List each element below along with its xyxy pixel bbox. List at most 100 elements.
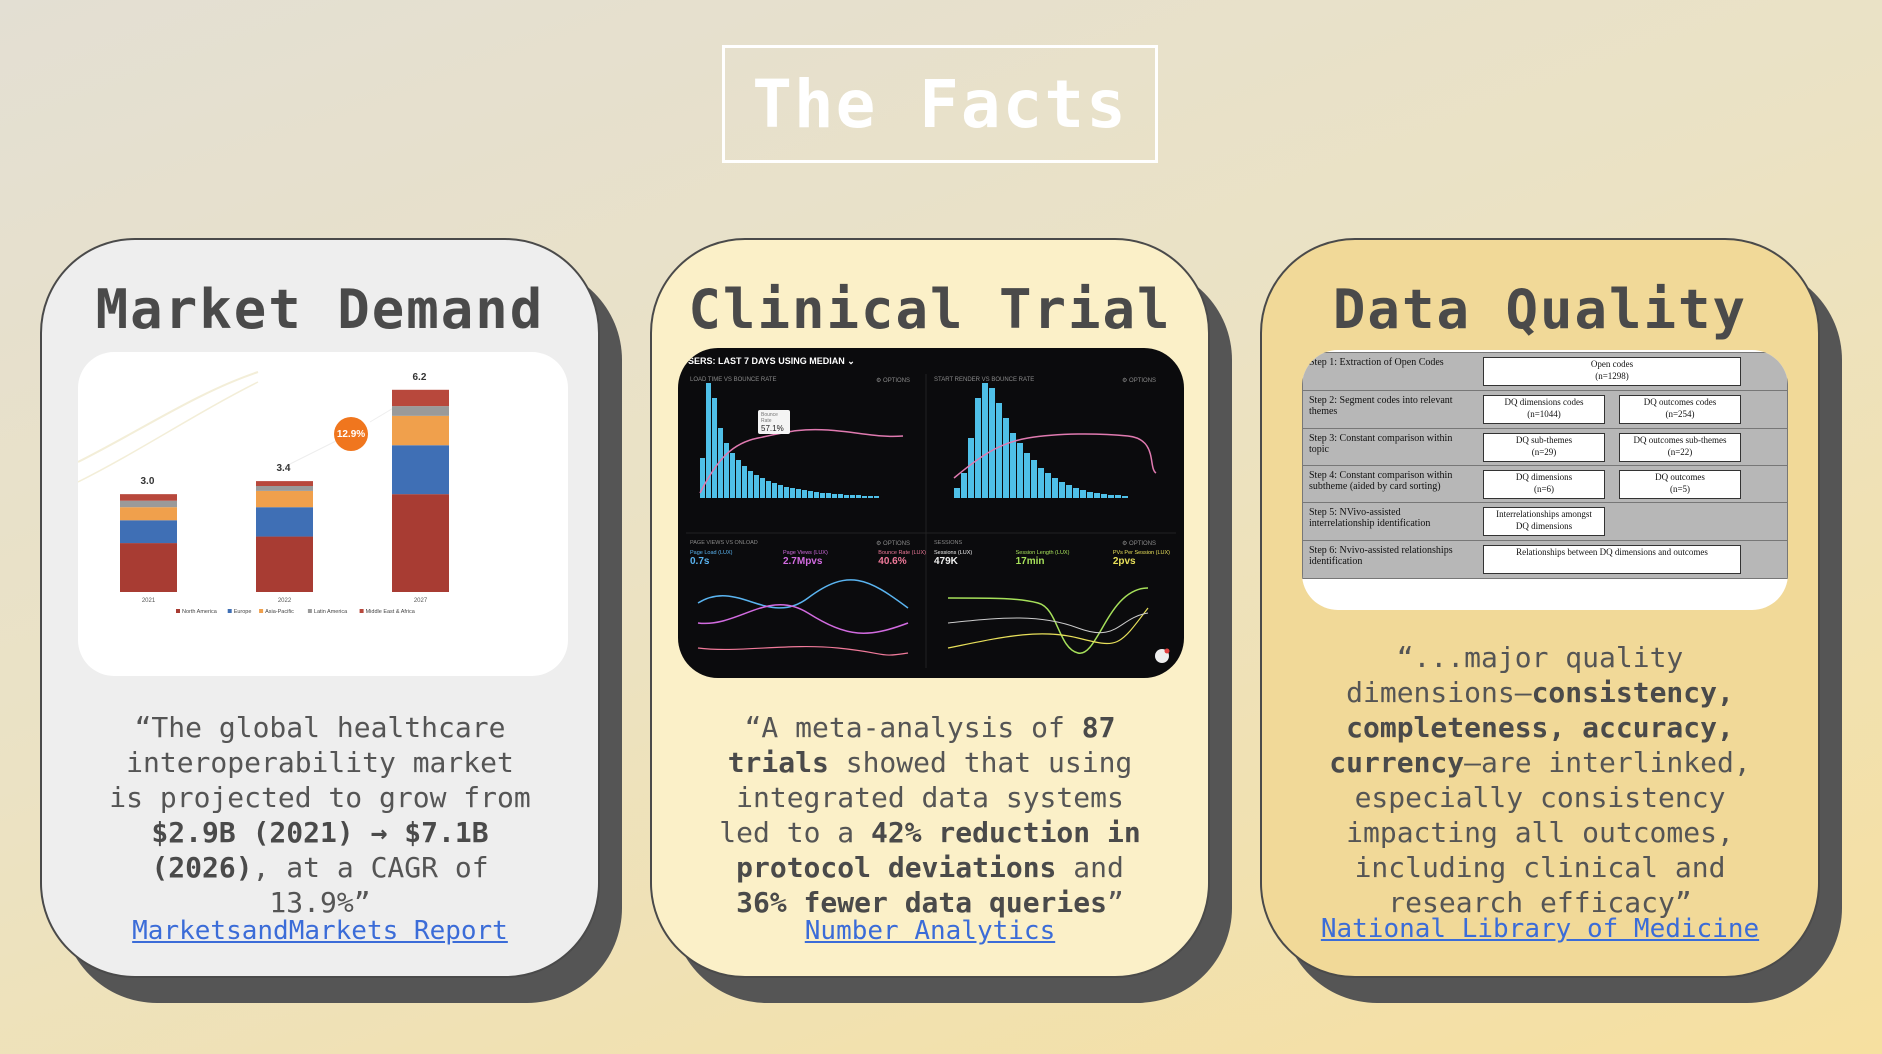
x-tick-label: 2022 bbox=[278, 598, 292, 604]
panel-title: LOAD TIME VS BOUNCE RATE bbox=[690, 377, 777, 383]
quote-text: , at a CAGR of bbox=[252, 851, 489, 884]
flowchart-box: DQ sub-themes (n=29) bbox=[1483, 433, 1605, 462]
histogram-bar bbox=[968, 438, 974, 498]
legend-swatch bbox=[176, 609, 180, 613]
trend-line bbox=[697, 579, 909, 609]
histogram-bar bbox=[982, 383, 988, 498]
legend-label: Asia-Pacific bbox=[265, 609, 294, 615]
flowchart-step-label: Step 4: Constant comparison within subth… bbox=[1309, 470, 1453, 492]
dashboard-metric: Sessions (LUX) 479K bbox=[934, 550, 972, 567]
histogram-bar bbox=[1080, 490, 1086, 498]
flowchart: Step 1: Extraction of Open Codes Open cod… bbox=[1302, 350, 1788, 610]
histogram-bar bbox=[961, 473, 967, 498]
quote-bold: (2026) bbox=[151, 851, 253, 884]
histogram-bar bbox=[850, 495, 855, 498]
flowchart-image: Step 1: Extraction of Open Codes Open cod… bbox=[1302, 350, 1788, 610]
legend-swatch bbox=[259, 609, 264, 613]
histogram-bar bbox=[838, 494, 843, 498]
x-tick-label: 2021 bbox=[142, 598, 156, 604]
histogram-bar bbox=[1059, 482, 1065, 498]
quote-line: currency—are interlinked, bbox=[1292, 745, 1788, 780]
histogram-bar bbox=[778, 485, 783, 498]
bar-total-label: 3.0 bbox=[141, 476, 155, 487]
bar-segment bbox=[256, 536, 313, 592]
histogram-bar bbox=[808, 491, 813, 498]
histogram-bar bbox=[772, 483, 777, 498]
x-tick-label: 2027 bbox=[414, 598, 428, 604]
options-label[interactable]: ⚙ OPTIONS bbox=[876, 378, 911, 384]
flowchart-step-row: Step 3: Constant comparison within topic… bbox=[1302, 428, 1788, 467]
legend-swatch bbox=[307, 609, 312, 613]
quote-bold: trials bbox=[727, 746, 829, 779]
dashboard-metric: Page Views (LUX) 2.7Mpvs bbox=[783, 550, 828, 567]
metrics-left: Page Load (LUX) 0.7s Page Views (LUX) 2.7Mp… bbox=[690, 550, 926, 567]
dashboard-metric: Page Load (LUX) 0.7s bbox=[690, 550, 733, 567]
bar-segment bbox=[120, 520, 177, 544]
histogram-bar bbox=[1010, 433, 1016, 498]
histogram-bar bbox=[784, 487, 789, 498]
flowchart-step-label: Step 6: Nvivo-assisted relationships ide… bbox=[1309, 545, 1453, 567]
quote-line: (2026), at a CAGR of bbox=[72, 850, 568, 885]
page-title: The Facts bbox=[752, 65, 1128, 143]
data-quality-card: Data Quality Step 1: Extraction of Open … bbox=[1260, 238, 1820, 978]
options-label[interactable]: ⚙ OPTIONS bbox=[1122, 541, 1157, 547]
quote-line: research efficacy” bbox=[1388, 886, 1692, 919]
histogram-bar bbox=[996, 403, 1002, 498]
flowchart-box: DQ outcomes codes (n=254) bbox=[1619, 395, 1741, 424]
histogram-bar bbox=[736, 460, 741, 498]
bar-segment bbox=[392, 415, 449, 446]
options-label[interactable]: ⚙ OPTIONS bbox=[876, 541, 911, 547]
tooltip: Bounce Rate 57.1% bbox=[758, 410, 790, 434]
quote-text: “A meta-analysis of bbox=[744, 711, 1082, 744]
flowchart-step-label: Step 5: NVivo-assisted interrelationship… bbox=[1309, 507, 1431, 529]
flowchart-step-row: Step 5: NVivo-assisted interrelationship… bbox=[1302, 502, 1788, 541]
histogram-bar bbox=[844, 495, 849, 498]
bar-segment bbox=[120, 507, 177, 521]
quote-text: showed that using bbox=[828, 746, 1133, 779]
histogram-bar bbox=[862, 496, 867, 498]
histogram-bar bbox=[700, 458, 705, 498]
legend-swatch bbox=[359, 609, 364, 613]
flowchart-step-row: Step 6: Nvivo-assisted relationships ide… bbox=[1302, 540, 1788, 579]
quote-line: dimensions—consistency, bbox=[1292, 675, 1788, 710]
quote-line: “The global healthcare bbox=[134, 711, 506, 744]
histogram-bar bbox=[1073, 488, 1079, 498]
panel-title: PAGE VIEWS VS ONLOAD bbox=[690, 540, 758, 546]
metric-value: 2pvs bbox=[1112, 556, 1136, 567]
bar-segment bbox=[392, 406, 449, 416]
histogram-bar bbox=[766, 481, 771, 498]
source-link-national-library-of-medicine[interactable]: National Library of Medicine bbox=[1320, 914, 1760, 944]
quote-line: trials showed that using bbox=[682, 745, 1178, 780]
metric-label: Session Length (LUX) bbox=[1015, 550, 1070, 556]
legend-label: Middle East & Africa bbox=[366, 609, 416, 615]
trend-line bbox=[697, 645, 909, 656]
quote-line: “A meta-analysis of 87 bbox=[682, 710, 1178, 745]
histogram-bar bbox=[724, 443, 729, 498]
histogram-bar bbox=[1115, 495, 1121, 498]
cagr-badge-label: 12.9% bbox=[337, 429, 365, 440]
source-link-number-analytics[interactable]: Number Analytics bbox=[804, 916, 1056, 946]
histogram-bar bbox=[730, 453, 735, 498]
card-title: Data Quality bbox=[1332, 278, 1748, 341]
histogram-bar bbox=[856, 495, 861, 498]
flowchart-box: DQ dimensions (n=6) bbox=[1483, 470, 1605, 499]
histogram-bar bbox=[874, 496, 879, 498]
trend-line bbox=[697, 603, 909, 634]
legend-label: Latin America bbox=[314, 609, 348, 615]
histogram-bar bbox=[718, 428, 723, 498]
histogram-bar bbox=[989, 388, 995, 498]
histogram-bar bbox=[1101, 494, 1107, 498]
options-label[interactable]: ⚙ OPTIONS bbox=[1122, 378, 1157, 384]
histogram-bar bbox=[742, 466, 747, 498]
quote-bold: consistency, bbox=[1531, 676, 1734, 709]
metric-label: Page Views (LUX) bbox=[782, 550, 828, 556]
histogram-bar bbox=[1108, 495, 1114, 498]
bar-segment bbox=[120, 543, 177, 592]
quote-line: including clinical and bbox=[1354, 851, 1726, 884]
source-link-marketsandmarkets[interactable]: MarketsandMarkets Report bbox=[132, 916, 508, 946]
histogram-bar bbox=[712, 398, 717, 498]
quote-line: completeness, accuracy, bbox=[1292, 710, 1788, 745]
bar-segment bbox=[256, 486, 313, 491]
quote-line: especially consistency bbox=[1354, 781, 1726, 814]
bar-segment bbox=[256, 490, 313, 508]
